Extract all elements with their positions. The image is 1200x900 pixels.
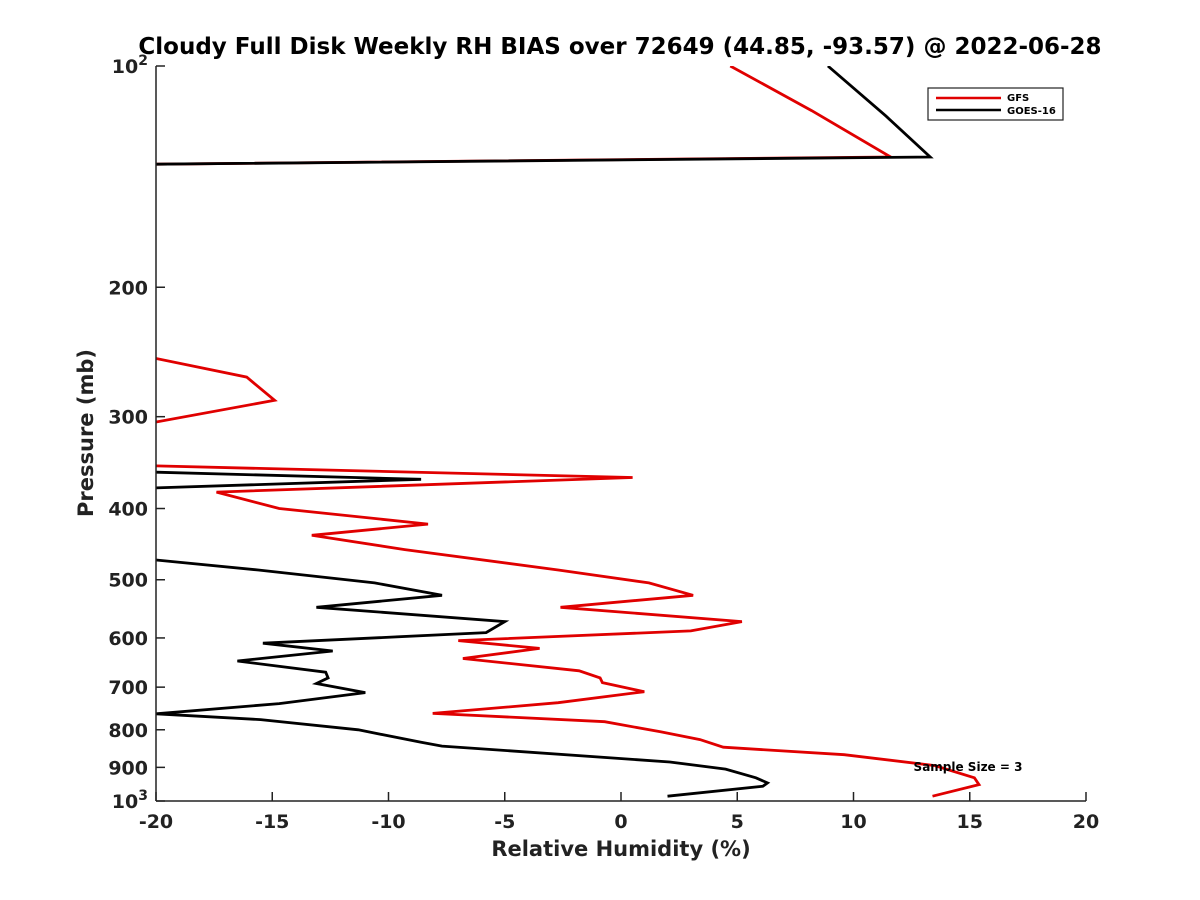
x-axis-label: Relative Humidity (%)	[491, 837, 750, 861]
legend: GFS GOES-16	[927, 87, 1064, 121]
x-tick-label: 0	[614, 811, 627, 833]
y-tick-label: 400	[108, 499, 148, 521]
y-tick-label: 800	[108, 720, 148, 742]
y-tick-label: 700	[108, 677, 148, 699]
x-tick-label: 20	[1073, 811, 1099, 833]
series-line-goes-16-segment-1	[156, 470, 422, 490]
x-tick-label: 15	[957, 811, 983, 833]
legend-entry-goes-16: GOES-16	[1007, 106, 1056, 117]
x-tick-label: -15	[255, 811, 289, 833]
x-tick-label: -5	[494, 811, 515, 833]
y-axis-label: Pressure (mb)	[74, 349, 98, 517]
x-ticks: -20 -15 -10 -5 0 5 10 15 20	[139, 792, 1099, 833]
chart-title: Cloudy Full Disk Weekly RH BIAS over 726…	[138, 34, 1101, 60]
series-line-goes-16-segment-0	[156, 66, 934, 166]
x-tick-label: -10	[371, 811, 405, 833]
y-tick-label: 300	[108, 407, 148, 429]
series-line-gfs-segment-0	[156, 66, 896, 166]
sample-size-annotation: Sample Size = 3	[914, 760, 1023, 774]
series-line-gfs-segment-2	[156, 464, 982, 798]
x-tick-label: -20	[139, 811, 173, 833]
y-tick-label: 500	[108, 570, 148, 592]
y-tick-label: 600	[108, 628, 148, 650]
plot-axes	[155, 66, 1086, 802]
y-tick-label: 103	[112, 788, 148, 813]
x-tick-label: 5	[731, 811, 744, 833]
x-tick-label: 10	[840, 811, 866, 833]
series-line-gfs-segment-1	[156, 357, 278, 424]
series-layer	[156, 66, 982, 798]
y-tick-label: 102	[112, 53, 148, 78]
legend-box	[927, 87, 1064, 121]
y-tick-label: 200	[108, 277, 148, 299]
y-ticks: 102 200 300 400 500 600 700 800 900 103	[108, 53, 165, 813]
series-line-goes-16-segment-2	[156, 558, 771, 798]
y-tick-label: 900	[108, 757, 148, 779]
legend-entry-gfs: GFS	[1007, 93, 1029, 104]
